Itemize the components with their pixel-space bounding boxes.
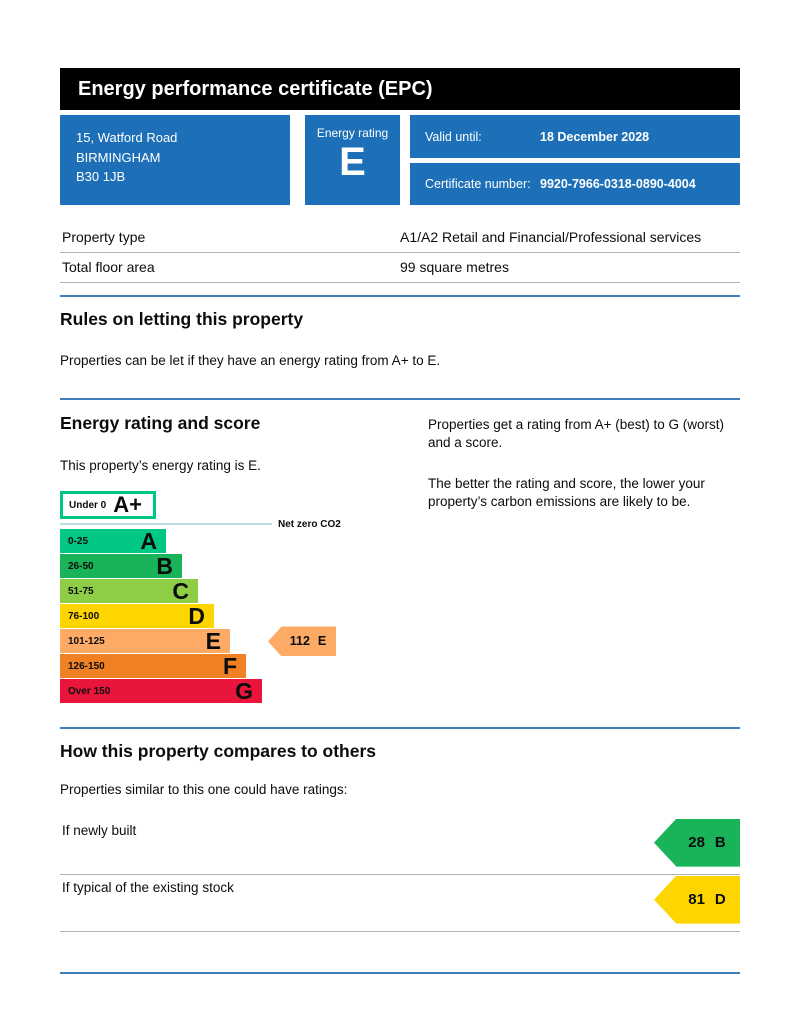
section-divider [60,295,740,297]
band-letter: A+ [113,492,142,518]
compare-intro: Properties similar to this one could hav… [60,782,348,798]
epc-band-a-plus: Under 0 A+ [60,491,156,520]
epc-band-e: 101-125 E [60,628,230,655]
table-row-floor-area: Total floor area 99 square metres [60,253,740,283]
epc-bands: 0-25 A 26-50 B 51-75 C 76-100 D 101-125 E 126-150 F… [60,528,395,705]
page-title: Energy performance certificate (EPC) [60,68,740,110]
compare-rating-arrow: 81 D [654,875,740,924]
floor-area-label: Total floor area [62,259,155,275]
energy-rating-label: Energy rating [316,126,389,140]
band-letter: E [205,628,221,655]
compare-letter: D [714,891,726,909]
energy-rating-letter: E [339,140,366,184]
rules-body: Properties can be let if they have an en… [60,353,441,368]
compare-row-2: If typical of the existing stock 81 D [60,875,740,932]
address-line-1: 15, Watford Road [76,130,178,145]
rating-heading: Energy rating and score [60,413,261,434]
band-letter: C [172,578,189,605]
band-range-label: 126-150 [68,660,105,672]
property-details-table: Property type A1/A2 Retail and Financial… [60,223,740,283]
rating-section: Energy rating and score This property’s … [60,413,740,704]
property-type-label: Property type [62,229,146,245]
compare-heading: How this property compares to others [60,741,377,762]
band-letter: F [222,653,237,680]
compare-row-label: If typical of the existing stock [62,879,234,895]
band-range-label: 101-125 [68,635,105,647]
current-rating-arrow: 112 E [268,626,336,657]
band-letter: D [188,603,205,630]
section-divider [60,971,740,974]
current-score: 112 [289,634,310,649]
band-range-label: 76-100 [68,610,100,622]
epc-band-f: 126-150 F [60,653,246,680]
band-letter: B [156,553,173,580]
compare-letter: B [714,834,726,852]
valid-until-panel: Valid until: 18 December 2028 [410,115,740,158]
compare-row-label: If newly built [62,822,137,838]
compare-score: 81 [688,891,705,909]
band-range-label: 26-50 [68,560,94,572]
epc-rating-chart: Under 0 A+ Net zero CO2 0-25 A 26-50 B 51-75… [60,491,395,705]
band-range-label: Under 0 [69,499,107,511]
valid-until-value: 18 December 2028 [540,129,650,144]
floor-area-value: 99 square metres [400,259,509,275]
section-divider [60,398,740,401]
property-type-value: A1/A2 Retail and Financial/Professional … [400,229,702,245]
net-zero-line [60,523,272,526]
net-zero-row: Net zero CO2 [60,518,395,530]
band-letter: G [235,678,253,705]
certificate-number-panel: Certificate number: 9920-7966-0318-0890-… [410,163,740,205]
epc-band-d: 76-100 D [60,603,214,630]
band-range-label: 51-75 [68,585,94,597]
rules-heading: Rules on letting this property [60,309,304,329]
epc-band-g: Over 150 G [60,678,262,705]
epc-band-c: 51-75 C [60,578,198,605]
address-line-3: B30 1JB [76,169,126,184]
compare-rows: If newly built 28 B If typical of the exist… [60,818,740,932]
table-row-property-type: Property type A1/A2 Retail and Financial… [60,223,740,253]
band-letter: A [140,528,157,555]
current-letter: E [317,634,327,649]
valid-until-label: Valid until: [425,129,482,144]
epc-band-b: 26-50 B [60,553,182,580]
rating-explainer-2: The better the rating and score, the low… [428,475,705,509]
band-range-label: 0-25 [68,535,89,547]
rating-current-text: This property’s energy rating is E. [60,458,261,474]
compare-rating-arrow: 28 B [654,818,740,867]
compare-row-1: If newly built 28 B [60,818,740,875]
address-line-2: BIRMINGHAM [76,149,161,165]
net-zero-label: Net zero CO2 [278,518,341,530]
epc-band-a: 0-25 A [60,528,166,555]
summary-panels: 15, Watford Road BIRMINGHAM B30 1JB Ener… [60,115,740,205]
compare-score: 28 [688,834,705,852]
section-divider [60,727,740,730]
band-range-label: Over 150 [68,685,111,697]
certificate-number-value: 9920-7966-0318-0890-4004 [540,177,696,191]
energy-rating-panel: Energy rating E [305,115,400,205]
property-address: 15, Watford Road BIRMINGHAM B30 1JB [60,115,290,205]
certificate-number-label: Certificate number: [425,177,531,191]
rating-explainer-1: Properties get a rating from A+ (best) t… [428,417,724,451]
